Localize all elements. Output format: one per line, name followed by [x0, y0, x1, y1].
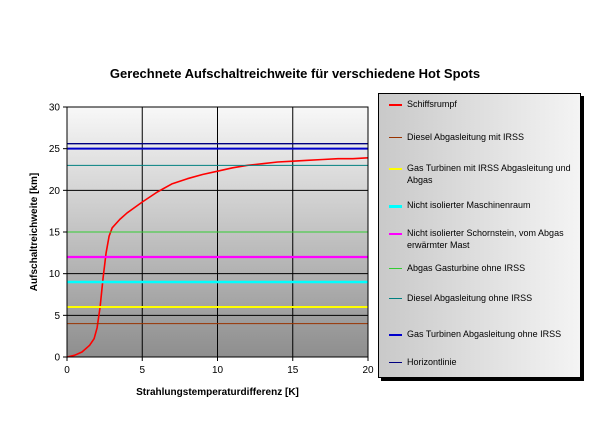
legend-swatch: [389, 233, 402, 235]
legend-item: Nicht isolierter Schornstein, vom Abgas …: [379, 227, 580, 251]
legend-item: Diesel Abgasleitung ohne IRSS: [379, 292, 580, 304]
legend-item: Gas Turbinen mit IRSS Abgasleitung und A…: [379, 162, 580, 186]
y-tick-label: 20: [49, 186, 61, 197]
legend-label: Nicht isolierter Maschinenraum: [407, 200, 531, 210]
legend-swatch: [389, 205, 402, 208]
legend-swatch: [389, 168, 402, 170]
legend-item: Schiffsrumpf: [379, 98, 580, 110]
x-tick-label: 15: [287, 365, 299, 376]
y-axis-label: Aufschaltreichweite [km]: [29, 173, 40, 291]
y-tick-label: 10: [49, 269, 61, 280]
legend-label: Schiffsrumpf: [407, 99, 457, 109]
legend-swatch: [389, 334, 402, 336]
legend-item: Abgas Gasturbine ohne IRSS: [379, 262, 580, 274]
legend-swatch: [389, 298, 402, 299]
x-tick-label: 5: [139, 365, 145, 376]
x-tick-label: 0: [64, 365, 70, 376]
legend-label: Abgas Gasturbine ohne IRSS: [407, 263, 526, 273]
chart-legend: Schiffsrumpf Diesel Abgasleitung mit IRSS…: [378, 93, 581, 378]
y-tick-label: 5: [54, 311, 60, 322]
series-0-line: [66, 157, 369, 358]
legend-label: Gas Turbinen Abgasleitung ohne IRSS: [407, 329, 562, 339]
legend-label: Diesel Abgasleitung ohne IRSS: [407, 293, 533, 303]
legend-swatch: [389, 137, 402, 138]
chart-title: Gerechnete Aufschaltreichweite für versc…: [109, 66, 481, 81]
legend-label: Horizontlinie: [407, 357, 457, 367]
legend-label: Diesel Abgasleitung mit IRSS: [407, 132, 525, 142]
x-tick-label: 10: [212, 365, 224, 376]
legend-swatch: [389, 268, 402, 269]
y-tick-label: 0: [54, 353, 60, 364]
y-tick-label: 25: [49, 144, 61, 155]
legend-swatch: [389, 362, 402, 363]
y-tick-label: 30: [49, 103, 61, 114]
legend-item: Horizontlinie: [379, 356, 580, 368]
x-axis-label: Strahlungstemperaturdifferenz [K]: [136, 387, 299, 398]
legend-label: Gas Turbinen mit IRSS Abgasleitung und A…: [407, 163, 571, 185]
y-tick-label: 15: [49, 228, 61, 239]
legend-swatch: [389, 104, 402, 106]
legend-item: Gas Turbinen Abgasleitung ohne IRSS: [379, 328, 580, 340]
legend-item: Nicht isolierter Maschinenraum: [379, 199, 580, 211]
legend-label: Nicht isolierter Schornstein, vom Abgas …: [407, 228, 564, 250]
x-tick-label: 20: [362, 365, 374, 376]
legend-item: Diesel Abgasleitung mit IRSS: [379, 131, 580, 143]
